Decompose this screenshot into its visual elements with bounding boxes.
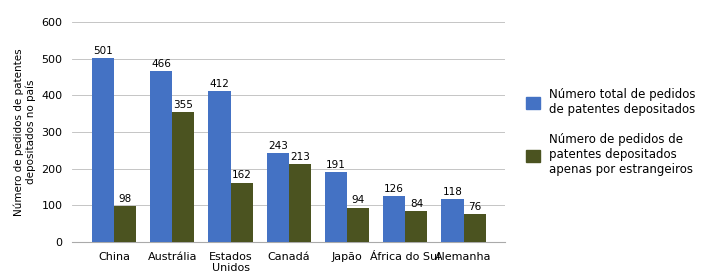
Text: 243: 243 bbox=[268, 141, 287, 151]
Text: 213: 213 bbox=[290, 152, 310, 162]
Text: 466: 466 bbox=[152, 59, 171, 69]
Bar bbox=[173, 112, 194, 242]
Text: 162: 162 bbox=[232, 170, 251, 180]
Y-axis label: Número de pedidos de patentes
depositados no país: Número de pedidos de patentes depositado… bbox=[13, 48, 36, 216]
Legend: Número total de pedidos
de patentes depositados, Número de pedidos de
patentes d: Número total de pedidos de patentes depo… bbox=[526, 88, 696, 176]
Bar bbox=[150, 71, 173, 242]
Text: 501: 501 bbox=[93, 46, 113, 56]
Text: 118: 118 bbox=[443, 186, 462, 197]
Bar bbox=[441, 199, 464, 242]
Bar bbox=[347, 208, 369, 242]
Bar bbox=[383, 196, 405, 242]
Bar bbox=[266, 153, 289, 242]
Bar bbox=[464, 214, 486, 242]
Bar bbox=[230, 183, 253, 242]
Text: 191: 191 bbox=[326, 160, 346, 170]
Text: 94: 94 bbox=[352, 195, 365, 205]
Text: 355: 355 bbox=[173, 100, 193, 110]
Bar bbox=[92, 58, 114, 242]
Bar bbox=[325, 172, 347, 242]
Bar bbox=[405, 211, 427, 242]
Text: 98: 98 bbox=[118, 194, 131, 204]
Bar bbox=[114, 206, 136, 242]
Text: 412: 412 bbox=[209, 79, 230, 89]
Bar bbox=[289, 164, 311, 242]
Text: 76: 76 bbox=[468, 202, 482, 212]
Text: 126: 126 bbox=[384, 184, 404, 194]
Text: 84: 84 bbox=[410, 199, 423, 209]
Bar bbox=[209, 91, 230, 242]
